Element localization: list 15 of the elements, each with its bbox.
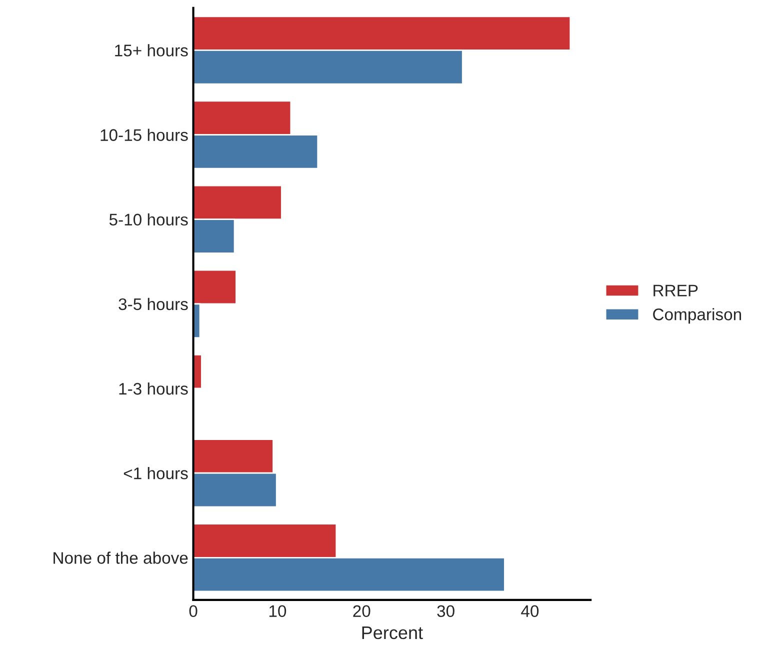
x-tick-label: 30 [437, 605, 454, 618]
y-tick-label: <1 hours [124, 467, 188, 480]
y-tick-label: 10-15 hours [100, 128, 188, 141]
y-tick-label: None of the above [54, 552, 188, 564]
x-axis-title: Percent [362, 626, 423, 640]
x-tick-label: 20 [353, 605, 370, 618]
y-tick-label: 15+ hours [115, 44, 188, 56]
y-tick-label: 5-10 hours [109, 213, 188, 226]
legend-label: RREP [654, 284, 698, 296]
x-tick-label: 40 [521, 605, 539, 618]
y-tick-label: 1-3 hours [119, 382, 188, 395]
y-tick-label: 3-5 hours [118, 298, 188, 310]
x-tick-label: 0 [189, 605, 198, 618]
x-tick-label: 10 [269, 605, 286, 618]
legend-label: Comparison [653, 308, 742, 324]
